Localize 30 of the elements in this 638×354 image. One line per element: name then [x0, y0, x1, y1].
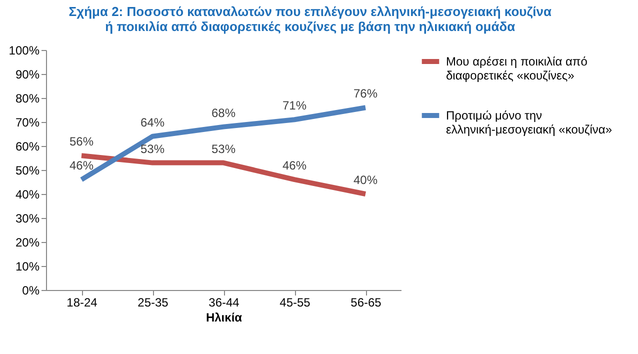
y-tick-label: 80% — [15, 92, 40, 106]
y-tick-label: 100% — [8, 44, 40, 58]
y-tick-label: 30% — [15, 212, 40, 226]
y-tick-label: 70% — [15, 116, 40, 130]
data-label: 56% — [69, 134, 94, 149]
data-label: 64% — [140, 115, 165, 130]
data-label: 46% — [69, 158, 94, 173]
y-tick-label: 0% — [22, 284, 40, 298]
chart-title: Σχήμα 2: Ποσοστό καταναλωτών που επιλέγουν ελληνική-μεσογειακή κουζίνα ή ποικιλία από διαφορετικές κουζίνες με βάση την ηλικιακή ομάδα — [68, 4, 552, 34]
data-label: 76% — [353, 86, 378, 101]
data-label: 53% — [211, 142, 236, 156]
y-tick-label: 10% — [15, 260, 40, 274]
legend-label: Προτιμώ μόνο την ελληνική-μεσογειακή «κουζίνα» — [446, 108, 612, 136]
x-axis-title: Ηλικία — [206, 310, 243, 324]
y-tick-label: 50% — [15, 164, 40, 178]
y-tick-label: 60% — [15, 140, 40, 154]
x-tick-label: 45-55 — [280, 296, 311, 310]
y-tick-label: 40% — [15, 188, 40, 202]
data-label: 53% — [140, 142, 165, 156]
data-label: 71% — [282, 98, 307, 113]
y-tick-label: 90% — [15, 68, 40, 82]
data-label: 68% — [211, 106, 236, 120]
x-tick-label: 56-65 — [350, 296, 382, 310]
x-tick-label: 18-24 — [66, 296, 98, 310]
data-label: 46% — [282, 158, 307, 173]
x-tick-label: 25-35 — [138, 296, 169, 310]
data-label: 40% — [353, 173, 378, 187]
legend-label: Μου αρέσει η ποικιλία από διαφορετικές «κουζίνες» — [446, 54, 588, 82]
y-tick-label: 20% — [15, 236, 40, 250]
x-tick-label: 36-44 — [208, 296, 240, 310]
